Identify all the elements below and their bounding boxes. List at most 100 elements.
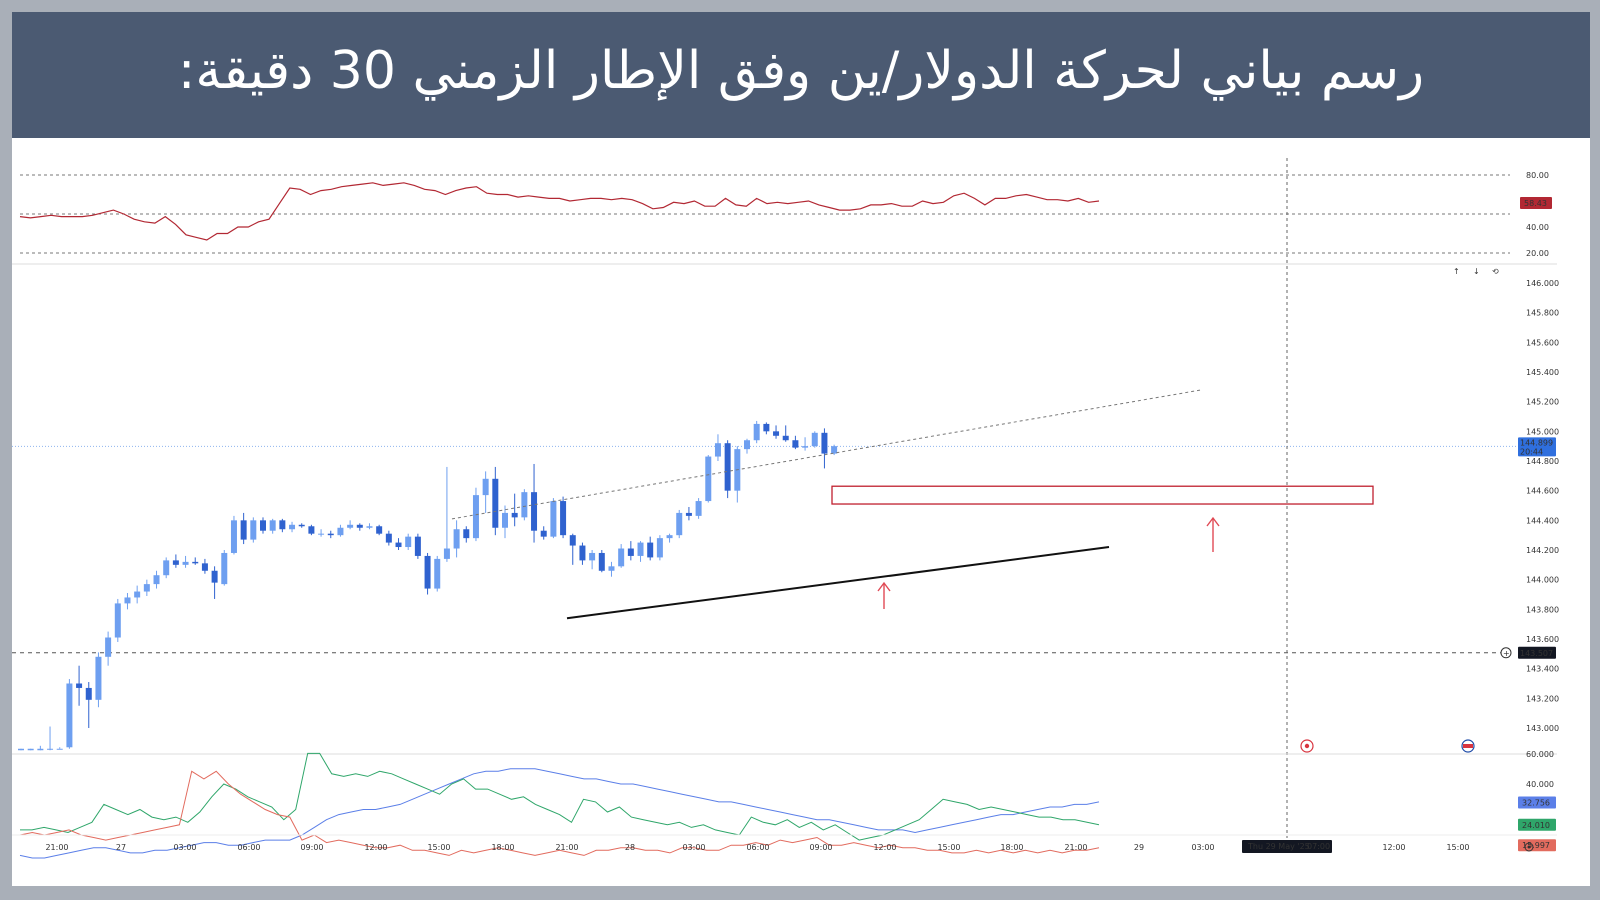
time-tick-label: 09:00 — [300, 843, 323, 852]
candle-body — [95, 656, 102, 700]
flag-stripe — [1463, 744, 1473, 748]
time-tick-label: 28 — [625, 843, 635, 852]
plus-icon: + — [1503, 649, 1510, 658]
time-tick-label: 15:00 — [937, 843, 960, 852]
chart-area[interactable]: 80.00 40.00 20.00 58.43 146.000 145.800 145.60… — [12, 138, 1590, 886]
candle-body — [482, 478, 489, 496]
page-title: رسم بياني لحركة الدولار/ين وفق الإطار ال… — [177, 41, 1425, 101]
candle-body — [192, 561, 199, 564]
candle-body — [453, 529, 460, 549]
candle-body — [376, 526, 383, 534]
candle-body — [666, 535, 673, 539]
adx-line — [19, 768, 1100, 859]
candle-body — [656, 538, 663, 558]
candle-body — [260, 520, 266, 531]
time-tick-label: 12:00 — [1382, 843, 1405, 852]
rsi-current-badge — [1520, 197, 1552, 210]
rsi-tick-label: 40.00 — [1526, 223, 1549, 232]
time-tick-label: 15:00 — [1446, 843, 1469, 852]
di-plus-current-value: 24.010 — [1522, 821, 1550, 830]
candle-body — [608, 566, 615, 571]
time-tick-label: 29 — [1134, 843, 1144, 852]
candle-body — [579, 545, 586, 561]
candle-body — [569, 535, 576, 546]
candle-body — [560, 501, 567, 536]
dmi-tick-label: 40.000 — [1526, 780, 1554, 789]
candle-body — [763, 423, 770, 432]
candle-body — [76, 683, 83, 688]
candle-body — [492, 478, 499, 528]
candle-body — [85, 687, 92, 700]
candle-body — [163, 560, 170, 576]
price-tick-label: 144.200 — [1526, 546, 1559, 555]
candle-body — [105, 637, 112, 657]
candle-body — [385, 533, 392, 543]
reset-icon: ⟲ — [1492, 267, 1499, 276]
price-tick-label: 145.400 — [1526, 368, 1559, 377]
candle-body — [531, 492, 538, 531]
candle-body — [463, 529, 470, 539]
price-tick-label: 144.400 — [1526, 516, 1559, 525]
candle-body — [47, 748, 54, 750]
candle-body — [434, 558, 441, 589]
candle-body — [511, 512, 518, 518]
price-tick-label: 145.600 — [1526, 338, 1559, 347]
crosshair-price-badge — [1518, 646, 1556, 659]
candle-body — [211, 570, 218, 583]
candle-body — [831, 446, 838, 454]
time-tick-label: 18:00 — [491, 843, 514, 852]
chart-frame: رسم بياني لحركة الدولار/ين وفق الإطار ال… — [12, 12, 1590, 886]
candle-body — [66, 683, 73, 748]
price-tick-label: 145.800 — [1526, 309, 1559, 318]
time-tick-label: 21:00 — [1064, 843, 1087, 852]
candle-body — [705, 456, 712, 502]
price-tick-label: 143.000 — [1526, 724, 1559, 733]
time-tick-label: 03:00 — [1191, 843, 1214, 852]
time-tick-label: 06:00 — [746, 843, 769, 852]
candle-body — [56, 748, 63, 750]
time-tick-label: 27 — [116, 843, 126, 852]
di-plus-current-badge — [1518, 818, 1556, 831]
rsi-line — [19, 182, 1100, 241]
candle-body — [414, 536, 421, 556]
price-tick-label: 145.200 — [1526, 398, 1559, 407]
time-tick-label: 06:00 — [237, 843, 260, 852]
candle-body — [744, 440, 750, 450]
candle-body — [308, 526, 315, 534]
price-tick-label: 143.200 — [1526, 694, 1559, 703]
candle-body — [124, 597, 131, 604]
candle-body — [114, 603, 121, 638]
candle-body — [695, 501, 702, 516]
candle-body — [269, 520, 276, 531]
crosshair-time-hour: 07:00 — [1307, 842, 1330, 851]
di-minus-line — [19, 770, 1100, 856]
crosshair-price-value: 143.507 — [1520, 649, 1553, 658]
time-tick-label: 12:00 — [364, 843, 387, 852]
candle-body — [676, 512, 683, 536]
candle-body — [318, 533, 325, 535]
resistance-zone — [831, 485, 1374, 505]
candle-body — [240, 520, 247, 540]
candle-body — [221, 552, 228, 585]
candle-body — [182, 561, 189, 565]
candle-body — [773, 431, 780, 436]
candle-body — [395, 542, 402, 548]
candle-body — [753, 423, 760, 441]
rsi-tick-label: 20.00 — [1526, 249, 1549, 258]
candle-body — [802, 446, 809, 448]
candle-body — [405, 536, 412, 548]
candle-body — [289, 524, 296, 530]
time-tick-label: 15:00 — [427, 843, 450, 852]
candle-body — [550, 501, 557, 537]
arrow-up-zone-head — [1206, 516, 1220, 527]
scroll-up-icon: ↑ — [1453, 267, 1460, 276]
time-tick-label: 21:00 — [555, 843, 578, 852]
title-banner: رسم بياني لحركة الدولار/ين وفق الإطار ال… — [12, 12, 1590, 138]
last-price-countdown: 20:44 — [1520, 447, 1543, 456]
price-tick-label: 146.000 — [1526, 279, 1559, 288]
time-tick-label: 12:00 — [873, 843, 896, 852]
candle-body — [250, 520, 257, 540]
support-trendline — [566, 546, 1110, 620]
candle-body — [18, 748, 24, 751]
candle-body — [627, 548, 634, 556]
